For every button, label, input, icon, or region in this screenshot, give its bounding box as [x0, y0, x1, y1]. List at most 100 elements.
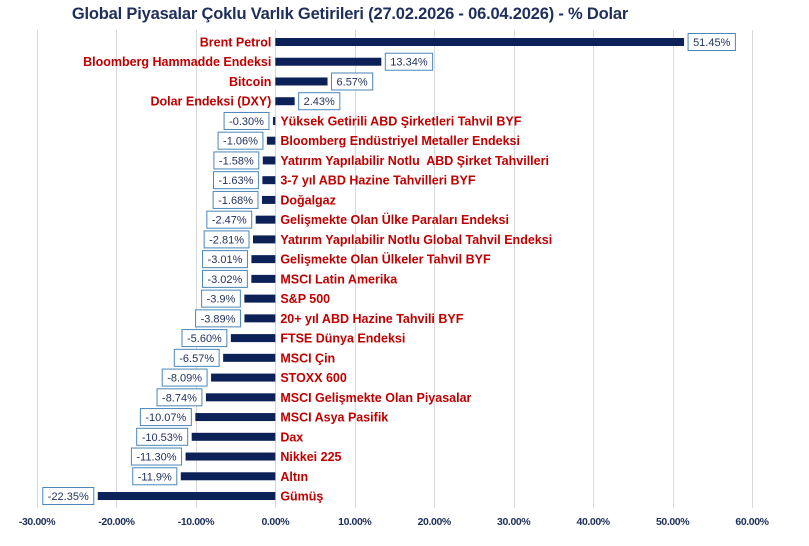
- value-label-box: [212, 190, 259, 209]
- category-label: STOXX 600: [280, 371, 347, 385]
- bar: [205, 393, 276, 402]
- category-label: Yatırım Yapılabilir Notlu Global Tahvil …: [280, 233, 552, 247]
- bar: [244, 314, 276, 323]
- value-label: 6.57%: [337, 76, 368, 88]
- category-label: Gelişmekte Olan Ülkeler Tahvil BYF: [280, 252, 491, 267]
- value-label-box: [223, 111, 270, 130]
- value-label: 51.45%: [693, 37, 731, 49]
- category-label: Gümüş: [280, 490, 323, 504]
- bar: [185, 452, 276, 461]
- category-label: S&P 500: [280, 292, 330, 306]
- value-label: -11.9%: [138, 471, 172, 483]
- value-label: -2.47%: [212, 215, 247, 227]
- value-label: -3.9%: [207, 294, 236, 306]
- gridlines: [37, 30, 753, 508]
- bar: [275, 38, 685, 46]
- bar: [244, 294, 276, 303]
- x-tick-label: -20.00%: [98, 516, 135, 528]
- x-tick-label: 40.00%: [577, 516, 611, 528]
- x-tick-label: 60.00%: [735, 516, 769, 528]
- bar: [97, 492, 276, 501]
- value-label-box: [139, 408, 192, 427]
- x-tick-label: 0.00%: [261, 516, 290, 528]
- bar: [275, 77, 328, 86]
- value-label: -1.63%: [219, 175, 254, 187]
- value-label-box: [201, 289, 241, 308]
- category-labels: Brent Petrol Bloomberg Hammadde Endeksi Bi…: [83, 36, 552, 504]
- value-label: -5.60%: [187, 333, 222, 345]
- x-tick-label: 30.00%: [497, 516, 531, 528]
- value-label-box: [206, 210, 253, 229]
- x-tick-label: 50.00%: [656, 516, 690, 528]
- bar: [223, 353, 276, 362]
- category-label: Dax: [280, 430, 303, 444]
- bar: [275, 97, 295, 106]
- category-label: Yatırım Yapılabilir Notlu ABD Şirket Tah…: [280, 154, 549, 168]
- category-label: 20+ yıl ABD Hazine Tahvili BYF: [280, 312, 463, 326]
- value-label-box: [130, 447, 183, 466]
- bar: [255, 215, 276, 224]
- value-label-box: [195, 309, 241, 328]
- x-axis-ticks: -30.00% -20.00% -10.00% 0.00% 10.00% 20.00% 30…: [19, 516, 770, 528]
- value-label: -1.06%: [223, 136, 258, 148]
- value-label-box: [201, 269, 248, 288]
- category-label: FTSE Dünya Endeksi: [280, 332, 405, 346]
- bar: [211, 373, 276, 382]
- category-label: Yüksek Getirili ABD Şirketleri Tahvil BY…: [280, 114, 521, 128]
- value-labels: 51.45% 13.34% 6.57%2.43% -0.30% -1.06% -1.58%…: [42, 33, 736, 506]
- value-label: -11.30%: [136, 452, 176, 464]
- category-label: MSCI Çin: [280, 351, 335, 365]
- bar: [275, 57, 382, 66]
- category-label: Dolar Endeksi (DXY): [150, 95, 271, 109]
- category-label: MSCI Latin Amerika: [280, 272, 398, 286]
- value-label-box: [136, 427, 189, 446]
- value-label: -3.01%: [208, 254, 243, 266]
- x-tick-label: 10.00%: [338, 516, 372, 528]
- bar: [191, 432, 276, 441]
- value-label: -6.57%: [179, 353, 214, 365]
- value-label: -10.53%: [142, 432, 183, 444]
- value-label-box: [181, 329, 228, 348]
- bar: [272, 116, 276, 125]
- value-label-box: [132, 467, 178, 486]
- value-label: -2.81%: [209, 234, 244, 246]
- value-label: -8.74%: [162, 392, 197, 404]
- bar: [262, 176, 276, 185]
- value-label: -0.30%: [229, 116, 264, 128]
- bar: [261, 195, 276, 204]
- value-label: -1.68%: [218, 195, 253, 207]
- x-tick-label: -10.00%: [178, 516, 215, 528]
- chart-title: Global Piyasalar Çoklu Varlık Getirileri…: [71, 5, 629, 23]
- bar: [251, 274, 276, 283]
- value-label: -3.89%: [201, 313, 236, 325]
- value-label-box: [217, 131, 264, 150]
- category-label: Altın: [280, 470, 308, 484]
- category-label: Brent Petrol: [200, 36, 272, 50]
- value-label: -8.09%: [167, 373, 202, 385]
- value-label: -3.02%: [207, 274, 242, 286]
- category-label: Gelişmekte Olan Ülke Paraları Endeksi: [280, 212, 509, 227]
- value-label-box: [42, 487, 95, 506]
- category-label: 3-7 yıl ABD Hazine Tahvilleri BYF: [280, 174, 476, 188]
- x-tick-label: -30.00%: [19, 516, 56, 528]
- bar: [251, 255, 276, 264]
- value-label-box: [331, 72, 374, 91]
- value-label-box: [687, 33, 736, 51]
- category-label: Bloomberg Hammadde Endeksi: [83, 55, 271, 69]
- value-label-box: [161, 368, 208, 387]
- value-label: 2.43%: [304, 96, 335, 108]
- bar: [262, 156, 276, 165]
- value-label-box: [213, 171, 259, 190]
- value-label: -10.07%: [145, 412, 186, 424]
- value-label-box: [298, 92, 341, 111]
- x-tick-label: 20.00%: [418, 516, 452, 528]
- value-label: -22.35%: [48, 491, 89, 503]
- category-label: MSCI Gelişmekte Olan Piyasalar: [280, 391, 471, 405]
- value-label: -1.58%: [219, 155, 254, 167]
- category-label: Nikkei 225: [280, 450, 341, 464]
- bar: [266, 136, 276, 145]
- bar: [230, 334, 276, 343]
- category-label: Doğalgaz: [280, 193, 336, 207]
- bar: [253, 235, 276, 244]
